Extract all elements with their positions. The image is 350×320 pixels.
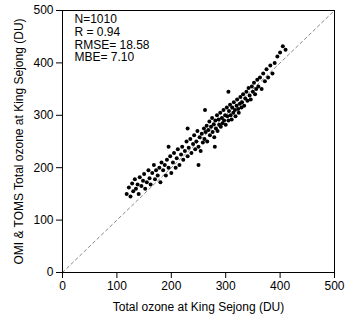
svg-text:Total ozone at King Sejong (DU: Total ozone at King Sejong (DU) (113, 300, 284, 314)
svg-text:200: 200 (33, 161, 53, 175)
svg-text:200: 200 (161, 279, 181, 293)
svg-text:0: 0 (59, 279, 66, 293)
svg-text:500: 500 (33, 3, 53, 17)
svg-text:300: 300 (33, 108, 53, 122)
svg-text:100: 100 (107, 279, 127, 293)
svg-text:500: 500 (324, 279, 344, 293)
svg-text:400: 400 (270, 279, 290, 293)
svg-text:N=1010R = 0.94RMSE= 18.58MBE=: N=1010R = 0.94RMSE= 18.58MBE= 7.10 (75, 12, 150, 64)
svg-text:0: 0 (47, 265, 54, 279)
svg-text:OMI & TOMS Total ozone at King: OMI & TOMS Total ozone at King Sejong (D… (12, 18, 26, 264)
svg-text:100: 100 (33, 213, 53, 227)
svg-text:300: 300 (216, 279, 236, 293)
svg-text:400: 400 (33, 56, 53, 70)
